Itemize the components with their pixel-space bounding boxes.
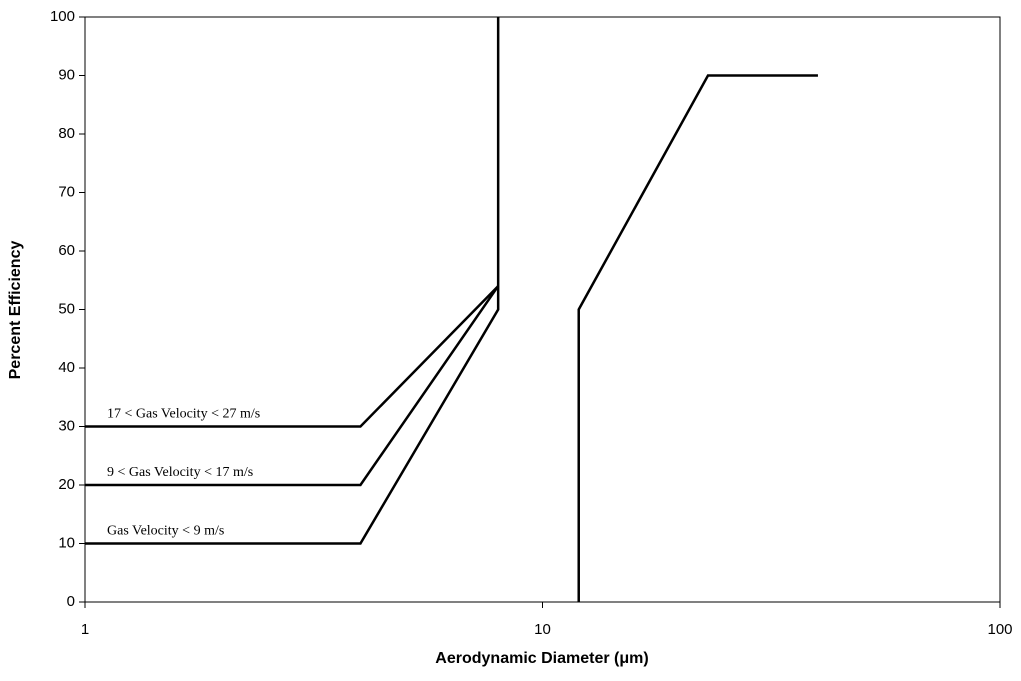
line bbox=[85, 285, 500, 428]
y-axis-title: Percent Efficiency bbox=[7, 241, 24, 380]
series-label: Gas Velocity < 9 m/s bbox=[107, 524, 224, 539]
y-tick-label: 90 bbox=[58, 66, 75, 83]
y-tick-label: 50 bbox=[58, 300, 75, 317]
y-tick-label: 70 bbox=[58, 183, 75, 200]
x-tick-label: 1 bbox=[81, 621, 89, 638]
y-tick-label: 100 bbox=[50, 8, 75, 25]
series-label: 17 < Gas Velocity < 27 m/s bbox=[107, 407, 260, 422]
y-tick-label: 80 bbox=[58, 125, 75, 142]
line bbox=[85, 285, 500, 487]
x-tick-label: 100 bbox=[987, 621, 1012, 638]
y-tick-label: 30 bbox=[58, 417, 75, 434]
y-tick-label: 10 bbox=[58, 534, 75, 551]
y-tick-label: 0 bbox=[67, 593, 75, 610]
y-tick-label: 20 bbox=[58, 476, 75, 493]
x-tick-label: 10 bbox=[534, 621, 551, 638]
line bbox=[577, 74, 818, 602]
y-tick-label: 40 bbox=[58, 359, 75, 376]
y-tick-label: 60 bbox=[58, 242, 75, 259]
plot-area bbox=[84, 16, 1001, 603]
x-axis-title: Aerodynamic Diameter (μm) bbox=[435, 650, 648, 667]
series-label: 9 < Gas Velocity < 17 m/s bbox=[107, 465, 253, 480]
line bbox=[85, 17, 500, 545]
